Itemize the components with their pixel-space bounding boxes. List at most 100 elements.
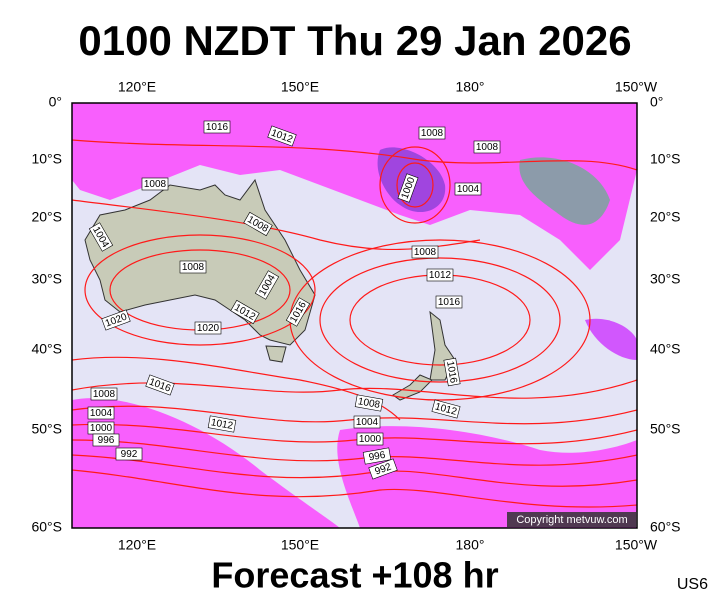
lat-label-right: 0° [650,94,663,110]
rain-band-south-east [337,426,637,528]
isobar-label: 992 [115,447,143,461]
isobar-label: 996 [92,433,120,447]
isobar-label: 1008 [179,260,207,274]
rain-core [519,157,610,225]
lon-label-top: 180° [456,79,485,95]
isobar-label-text: 1008 [414,247,437,258]
isobar-label-box [368,458,398,480]
isobar-label-text: 1020 [197,323,220,334]
lon-label-top: 150°E [281,79,319,95]
isobar-label-text: 1004 [457,184,480,195]
lat-label-left: 30°S [31,271,62,287]
isobar-label: 1004 [353,415,381,429]
isobar-label-box [101,309,131,331]
isobar-label-text: 1012 [429,270,452,281]
isobar-label-box [354,394,384,412]
isobar-label-text: 1016 [438,297,461,308]
isobar-label-box [194,321,222,335]
isobar-label-box [418,126,446,140]
isobar-label: 992 [368,458,398,480]
lat-label-right: 10°S [650,151,681,167]
isobar-label: 1016 [203,120,231,134]
lat-label-right: 40°S [650,341,681,357]
isobar-label-box [243,211,273,237]
rain-patch [585,318,637,360]
isobar-label-box [285,297,311,327]
isobar-label-box [207,415,237,433]
lat-label-right: 20°S [650,209,681,225]
code: US6 [677,576,708,593]
isobar-label-box [353,415,381,429]
title: 0100 NZDT Thu 29 Jan 2026 [78,17,631,64]
copyright: Copyright metvuw.com [516,514,627,526]
isobar-label: 1004 [454,182,482,196]
isobar-label-text: 1008 [476,142,499,153]
lon-label-bottom: 150°W [615,537,658,553]
map-frame [71,102,638,529]
lon-label-bottom: 120°E [118,537,156,553]
lat-label-right: 50°S [650,421,681,437]
isobar-label-box [356,432,384,446]
isobar-label-box [397,173,419,203]
lat-label-left: 20°S [31,209,62,225]
isobar-label-box [90,387,118,401]
copyright-box [507,512,637,527]
isobar-label-text: 1008 [182,262,205,273]
lon-label-bottom: 150°E [281,537,319,553]
lon-label-top: 120°E [118,79,156,95]
isobar-label-box [203,120,231,134]
isobar-label-box [435,295,463,309]
isobar-label: 1008 [354,394,384,412]
isobar-label-box [115,447,143,461]
isobar-label-box [454,182,482,196]
lat-label-left: 0° [49,94,62,110]
isobar-label-box [145,374,175,396]
isobar-label-box [92,433,120,447]
isobar-label-text: 1008 [93,389,116,400]
isobar-label-box [179,260,207,274]
tasmania [265,345,287,363]
isobar-label-box [230,299,260,325]
isobar-label: 1020 [194,321,222,335]
lat-label-left: 10°S [31,151,62,167]
axis-labels: 120°E120°E150°E150°E180°180°150°W150°W0°… [31,79,680,553]
isobar-label: 1008 [473,140,501,154]
isobar-label-box [141,177,169,191]
isobar-label-text: 992 [121,449,138,460]
isobar-label: 1000 [87,421,115,435]
isobar-label-box [411,245,439,259]
isobar-label: 1012 [426,268,454,282]
isobar-label: 1008 [141,177,169,191]
isobar-label-box [443,357,461,387]
lat-label-right: 60°S [650,519,681,535]
isobar-label-box [267,125,297,147]
map: 1016 1012 1008 1008 1008 1000 1004 1004 1008 1008… [72,103,637,528]
isobar-label-text: 1004 [90,408,113,419]
isobar-label: 1016 [443,357,461,387]
isobar-label-text: 1004 [356,417,379,428]
isobar-label-box [362,447,392,465]
isobar-label-box [473,140,501,154]
isobar-label-text: 1000 [90,423,113,434]
isobar-label: 1008 [411,245,439,259]
isobar-label: 1008 [418,126,446,140]
isobar-label: 1016 [435,295,463,309]
isobar-label-text: 996 [98,435,115,446]
isobar-label: 1012 [207,415,237,433]
isobar-label-box [431,399,461,419]
lat-label-left: 40°S [31,341,62,357]
isobar-label: 996 [362,447,392,465]
isobar-label: 1000 [356,432,384,446]
lat-label-left: 50°S [31,421,62,437]
isobar-label-text: 1008 [144,179,167,190]
isobar-label: 1004 [87,406,115,420]
isobar-label-box [254,270,280,300]
isobar-label-box [426,268,454,282]
lon-label-top: 150°W [615,79,658,95]
isobar-label-box [87,406,115,420]
isobar-label-text: 1016 [206,122,229,133]
lon-label-bottom: 180° [456,537,485,553]
isobar-label: 1008 [90,387,118,401]
isobar-label: 1012 [431,399,461,419]
